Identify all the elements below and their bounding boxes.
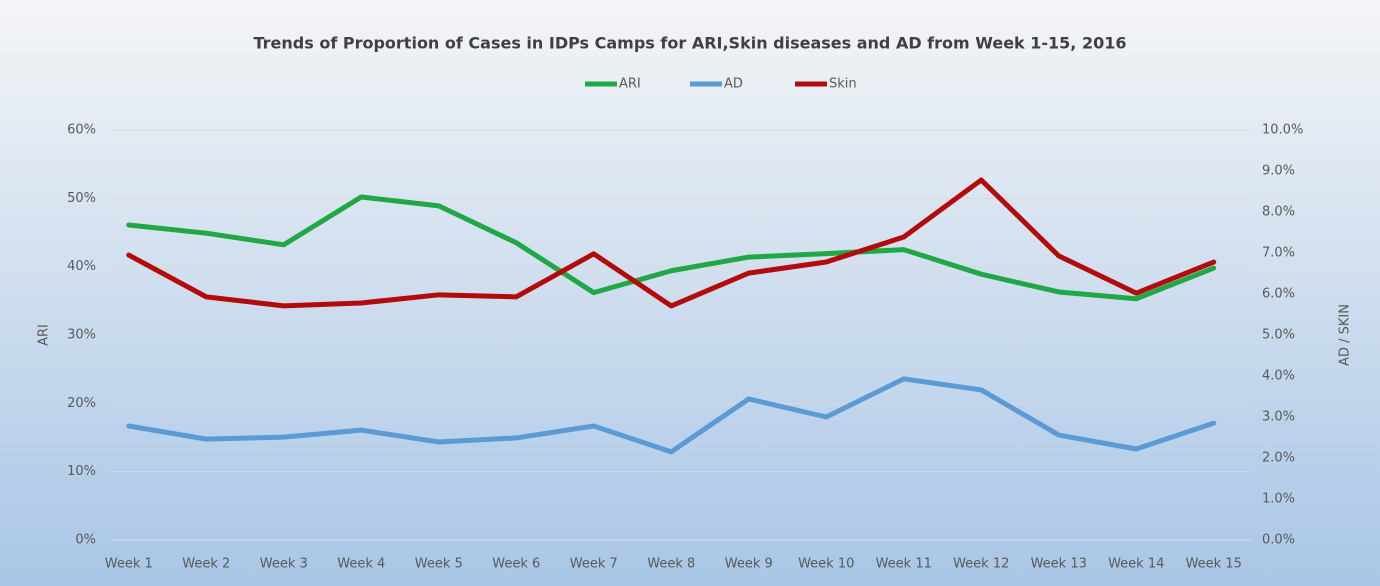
y-tick-label: 50% — [67, 191, 96, 206]
chart-title: Trends of Proportion of Cases in IDPs Ca… — [254, 34, 1127, 53]
x-tick-label: Week 6 — [492, 557, 540, 572]
y2-tick-label: 9.0% — [1262, 164, 1295, 179]
y2-tick-label: 0.0% — [1262, 533, 1295, 548]
y-tick-label: 20% — [67, 396, 96, 411]
legend-label: AD — [724, 77, 743, 92]
y-tick-label: 0% — [75, 533, 96, 548]
x-tick-label: Week 10 — [798, 557, 854, 572]
x-tick-label: Week 5 — [415, 557, 463, 572]
y-tick-label: 40% — [67, 259, 96, 274]
x-tick-label: Week 9 — [725, 557, 773, 572]
x-tick-label: Week 12 — [953, 557, 1009, 572]
y2-tick-label: 1.0% — [1262, 492, 1295, 507]
x-tick-label: Week 15 — [1186, 557, 1242, 572]
y-tick-label: 60% — [67, 123, 96, 138]
x-tick-label: Week 13 — [1031, 557, 1087, 572]
x-tick-label: Week 2 — [182, 557, 230, 572]
x-tick-label: Week 7 — [570, 557, 618, 572]
y-tick-label: 30% — [67, 328, 96, 343]
y2-tick-label: 6.0% — [1262, 287, 1295, 302]
series-line — [126, 376, 1217, 455]
y2-tick-label: 5.0% — [1262, 328, 1295, 343]
x-tick-label: Week 1 — [105, 557, 153, 572]
x-tick-label: Week 14 — [1108, 557, 1164, 572]
x-tick-label: Week 11 — [876, 557, 932, 572]
y2-tick-label: 3.0% — [1262, 410, 1295, 425]
legend-label: ARI — [619, 77, 641, 92]
x-tick-label: Week 3 — [260, 557, 308, 572]
x-tick-label: Week 4 — [337, 557, 385, 572]
y2-tick-label: 2.0% — [1262, 451, 1295, 466]
legend-label: Skin — [829, 77, 857, 92]
y2-tick-label: 4.0% — [1262, 369, 1295, 384]
x-tick-label: Week 8 — [647, 557, 695, 572]
y2-tick-label: 8.0% — [1262, 205, 1295, 220]
series-line — [126, 194, 1217, 302]
y2-tick-label: 10.0% — [1262, 123, 1303, 138]
y2-tick-label: 7.0% — [1262, 246, 1295, 261]
y2-axis-title: AD / SKIN — [1338, 304, 1353, 366]
y-axis-title: ARI — [37, 324, 52, 346]
y-tick-label: 10% — [67, 464, 96, 479]
series-line — [126, 177, 1217, 309]
